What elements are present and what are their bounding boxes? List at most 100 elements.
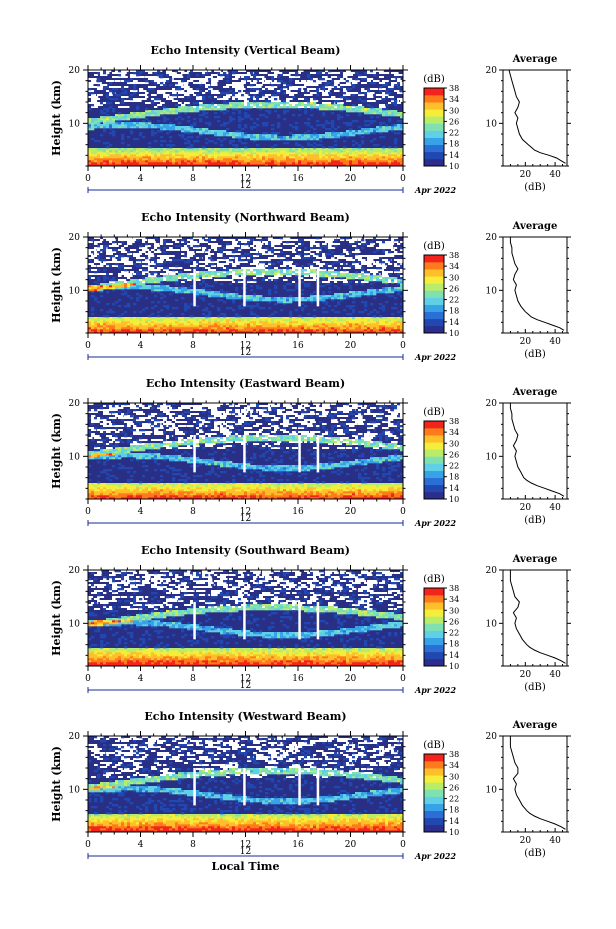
echo-cell (109, 120, 113, 123)
echo-cell (364, 100, 368, 103)
echo-cell (301, 323, 305, 326)
echo-cell (316, 323, 320, 326)
echo-cell (352, 261, 356, 264)
missing-data-cell (310, 84, 319, 86)
echo-cell (388, 146, 392, 149)
echo-cell (229, 319, 233, 322)
missing-data-cell (295, 255, 301, 257)
echo-cell (169, 327, 173, 330)
echo-cell (373, 138, 377, 141)
echo-cell (277, 269, 281, 272)
echo-cell (301, 303, 305, 306)
echo-cell (163, 124, 167, 127)
echo-cell (118, 257, 122, 260)
echo-cell (355, 106, 359, 109)
echo-cell (232, 106, 236, 109)
echo-cell (169, 124, 173, 127)
echo-cell (295, 72, 299, 75)
missing-data-cell (91, 269, 100, 271)
echo-cell (271, 160, 275, 163)
echo-cell (391, 110, 395, 113)
missing-data-cell (172, 72, 177, 74)
echo-cell (268, 267, 272, 270)
missing-data-cell (310, 273, 314, 275)
echo-cell (394, 277, 398, 280)
echo-cell (139, 156, 143, 159)
echo-cell (196, 74, 200, 77)
missing-data-cell (112, 76, 121, 78)
echo-cell (364, 112, 368, 115)
echo-cell (292, 331, 296, 334)
echo-cell (127, 114, 131, 117)
echo-cell (241, 327, 245, 330)
echo-cell (355, 130, 359, 133)
echo-cell (187, 291, 191, 294)
echo-cell (217, 156, 221, 159)
echo-cell (394, 112, 398, 115)
echo-cell (106, 156, 110, 159)
echo-cell (241, 273, 245, 276)
echo-cell (103, 277, 107, 280)
echo-cell (133, 112, 137, 115)
missing-data-cell (181, 82, 189, 84)
echo-cell (265, 124, 269, 127)
echo-cell (91, 118, 95, 121)
missing-data-cell (175, 84, 184, 86)
missing-data-cell (247, 74, 251, 76)
echo-cell (247, 160, 251, 163)
echo-cell (127, 283, 131, 286)
echo-cell (367, 319, 371, 322)
missing-data-cell (127, 82, 136, 84)
echo-cell (235, 313, 239, 316)
echo-cell (124, 162, 128, 165)
echo-cell (349, 110, 353, 113)
echo-cell (352, 331, 356, 334)
echo-cell (118, 265, 122, 268)
echo-cell (379, 124, 383, 127)
echo-cell (151, 285, 155, 288)
missing-data-cell (196, 251, 205, 253)
echo-cell (211, 156, 215, 159)
echo-cell (250, 305, 254, 308)
echo-cell (277, 297, 281, 300)
echo-cell (319, 321, 323, 324)
echo-cell (391, 307, 395, 310)
echo-cell (289, 78, 293, 81)
echo-cell (397, 124, 401, 127)
echo-cell (118, 331, 122, 334)
missing-data-cell (115, 70, 119, 72)
missing-data-cell (205, 80, 209, 82)
echo-cell (313, 259, 317, 262)
echo-cell (223, 112, 227, 115)
echo-cell (190, 325, 194, 328)
echo-cell (304, 150, 308, 153)
echo-cell (313, 154, 317, 157)
missing-data-cell (268, 94, 274, 96)
echo-cell (259, 164, 263, 167)
echo-cell (184, 130, 188, 133)
echo-cell (271, 331, 275, 334)
echo-cell (94, 289, 98, 292)
echo-cell (394, 162, 398, 165)
echo-cell (325, 120, 329, 123)
echo-cell (229, 140, 233, 143)
echo-cell (280, 271, 284, 274)
echo-cell (295, 162, 299, 165)
missing-data-cell (94, 74, 99, 76)
echo-cell (217, 134, 221, 137)
echo-cell (295, 309, 299, 312)
echo-cell (352, 110, 356, 113)
missing-data-cell (244, 94, 249, 96)
echo-cell (145, 162, 149, 165)
echo-cell (280, 317, 284, 320)
echo-cell (301, 265, 305, 268)
echo-cell (136, 319, 140, 322)
echo-cell (280, 154, 284, 157)
echo-cell (298, 114, 302, 117)
missing-data-cell (106, 90, 111, 92)
missing-data-cell (88, 102, 96, 104)
echo-cell (346, 275, 350, 278)
echo-cell (340, 321, 344, 324)
echo-cell (364, 327, 368, 330)
echo-cell (331, 102, 335, 105)
